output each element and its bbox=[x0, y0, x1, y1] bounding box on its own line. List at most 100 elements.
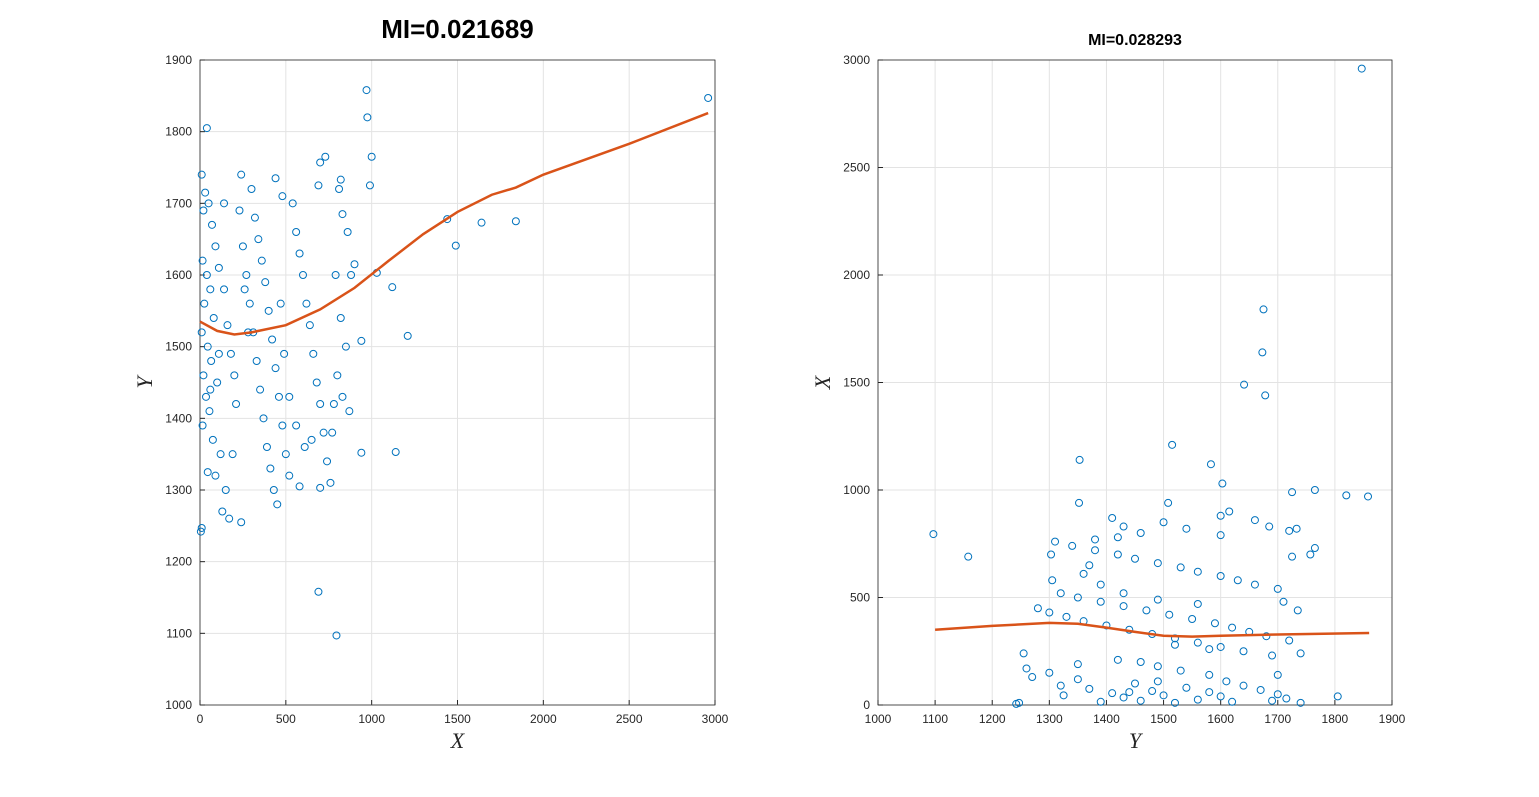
data-point bbox=[316, 158, 325, 167]
data-point bbox=[1153, 559, 1162, 568]
data-point bbox=[230, 371, 239, 380]
data-point bbox=[1282, 694, 1291, 703]
data-point bbox=[1068, 541, 1077, 550]
data-point bbox=[367, 152, 376, 161]
data-point bbox=[363, 113, 372, 122]
data-point bbox=[1182, 683, 1191, 692]
data-point bbox=[1216, 511, 1225, 520]
data-point bbox=[1296, 649, 1305, 658]
x-tick-label: 1500 bbox=[1150, 712, 1177, 726]
data-point bbox=[237, 170, 246, 179]
data-point bbox=[1292, 524, 1301, 533]
data-point bbox=[202, 124, 211, 133]
data-point bbox=[1073, 593, 1082, 602]
data-point bbox=[1310, 544, 1319, 553]
data-point bbox=[1296, 698, 1305, 707]
data-point bbox=[202, 392, 211, 401]
data-point bbox=[1306, 550, 1315, 559]
data-point bbox=[220, 199, 229, 208]
data-point bbox=[209, 314, 218, 322]
data-point bbox=[314, 181, 323, 190]
data-point bbox=[1170, 634, 1179, 643]
data-point bbox=[216, 450, 225, 459]
data-point bbox=[203, 468, 212, 477]
data-point bbox=[292, 421, 301, 430]
x-tick-label: 500 bbox=[276, 712, 296, 726]
data-point bbox=[388, 283, 397, 292]
x-tick-label: 3000 bbox=[702, 712, 729, 726]
data-point bbox=[1310, 486, 1319, 494]
x-tick-label: 1200 bbox=[979, 712, 1006, 726]
data-point bbox=[208, 220, 217, 229]
data-point bbox=[1288, 552, 1297, 561]
data-point bbox=[1159, 691, 1168, 700]
data-point bbox=[281, 450, 290, 459]
x-tick-label: 1300 bbox=[1036, 712, 1063, 726]
data-point bbox=[228, 450, 237, 459]
data-point bbox=[198, 421, 207, 430]
data-point bbox=[1239, 647, 1248, 656]
x-tick-label: 1000 bbox=[358, 712, 385, 726]
data-point bbox=[1265, 522, 1274, 531]
data-point bbox=[1188, 615, 1197, 623]
data-point bbox=[1193, 638, 1202, 647]
data-point bbox=[964, 552, 973, 561]
data-point bbox=[1182, 524, 1191, 533]
data-point bbox=[214, 263, 223, 272]
data-point bbox=[357, 336, 366, 345]
data-point bbox=[1051, 537, 1060, 546]
data-point bbox=[205, 407, 214, 416]
data-point bbox=[1239, 681, 1248, 690]
data-point bbox=[254, 235, 263, 244]
data-point bbox=[218, 507, 227, 516]
y-tick-label: 1800 bbox=[165, 125, 192, 139]
data-point bbox=[1288, 488, 1297, 497]
data-point bbox=[1273, 670, 1282, 679]
data-point bbox=[197, 523, 206, 532]
data-point bbox=[266, 464, 275, 473]
data-point bbox=[223, 321, 232, 330]
data-point bbox=[314, 587, 323, 596]
data-point bbox=[278, 421, 287, 430]
data-point bbox=[271, 174, 280, 183]
data-point bbox=[1205, 645, 1214, 654]
data-point bbox=[273, 500, 282, 509]
y-tick-label: 2000 bbox=[843, 268, 870, 282]
data-point bbox=[199, 371, 208, 380]
data-point bbox=[1073, 660, 1082, 669]
data-point bbox=[280, 349, 289, 358]
data-point bbox=[1119, 522, 1128, 531]
data-point bbox=[443, 215, 452, 224]
y-tick-label: 1700 bbox=[165, 196, 192, 210]
data-point bbox=[336, 314, 345, 322]
data-point bbox=[309, 349, 318, 358]
data-point bbox=[247, 185, 256, 193]
data-point bbox=[1028, 673, 1037, 682]
data-point bbox=[1210, 619, 1219, 628]
data-point bbox=[1045, 608, 1054, 617]
data-point bbox=[211, 242, 220, 251]
data-point bbox=[350, 260, 359, 269]
axes-box bbox=[199, 59, 716, 706]
data-point bbox=[292, 228, 301, 236]
y-tick-label: 3000 bbox=[843, 53, 870, 67]
data-point bbox=[1273, 584, 1282, 593]
data-point bbox=[232, 400, 241, 408]
data-point bbox=[1259, 305, 1268, 314]
data-point bbox=[274, 392, 283, 401]
data-point bbox=[329, 400, 338, 408]
data-point bbox=[1022, 664, 1031, 673]
data-point bbox=[1113, 550, 1122, 559]
data-point bbox=[1216, 531, 1225, 540]
data-point bbox=[1079, 569, 1088, 578]
data-point bbox=[362, 86, 371, 95]
data-point bbox=[285, 471, 294, 480]
data-point bbox=[1153, 677, 1162, 686]
data-point bbox=[1059, 691, 1068, 700]
data-point bbox=[316, 400, 325, 408]
data-point bbox=[196, 527, 205, 536]
data-point bbox=[240, 285, 249, 294]
y-tick-label: 500 bbox=[850, 591, 870, 605]
data-point bbox=[1091, 546, 1100, 555]
